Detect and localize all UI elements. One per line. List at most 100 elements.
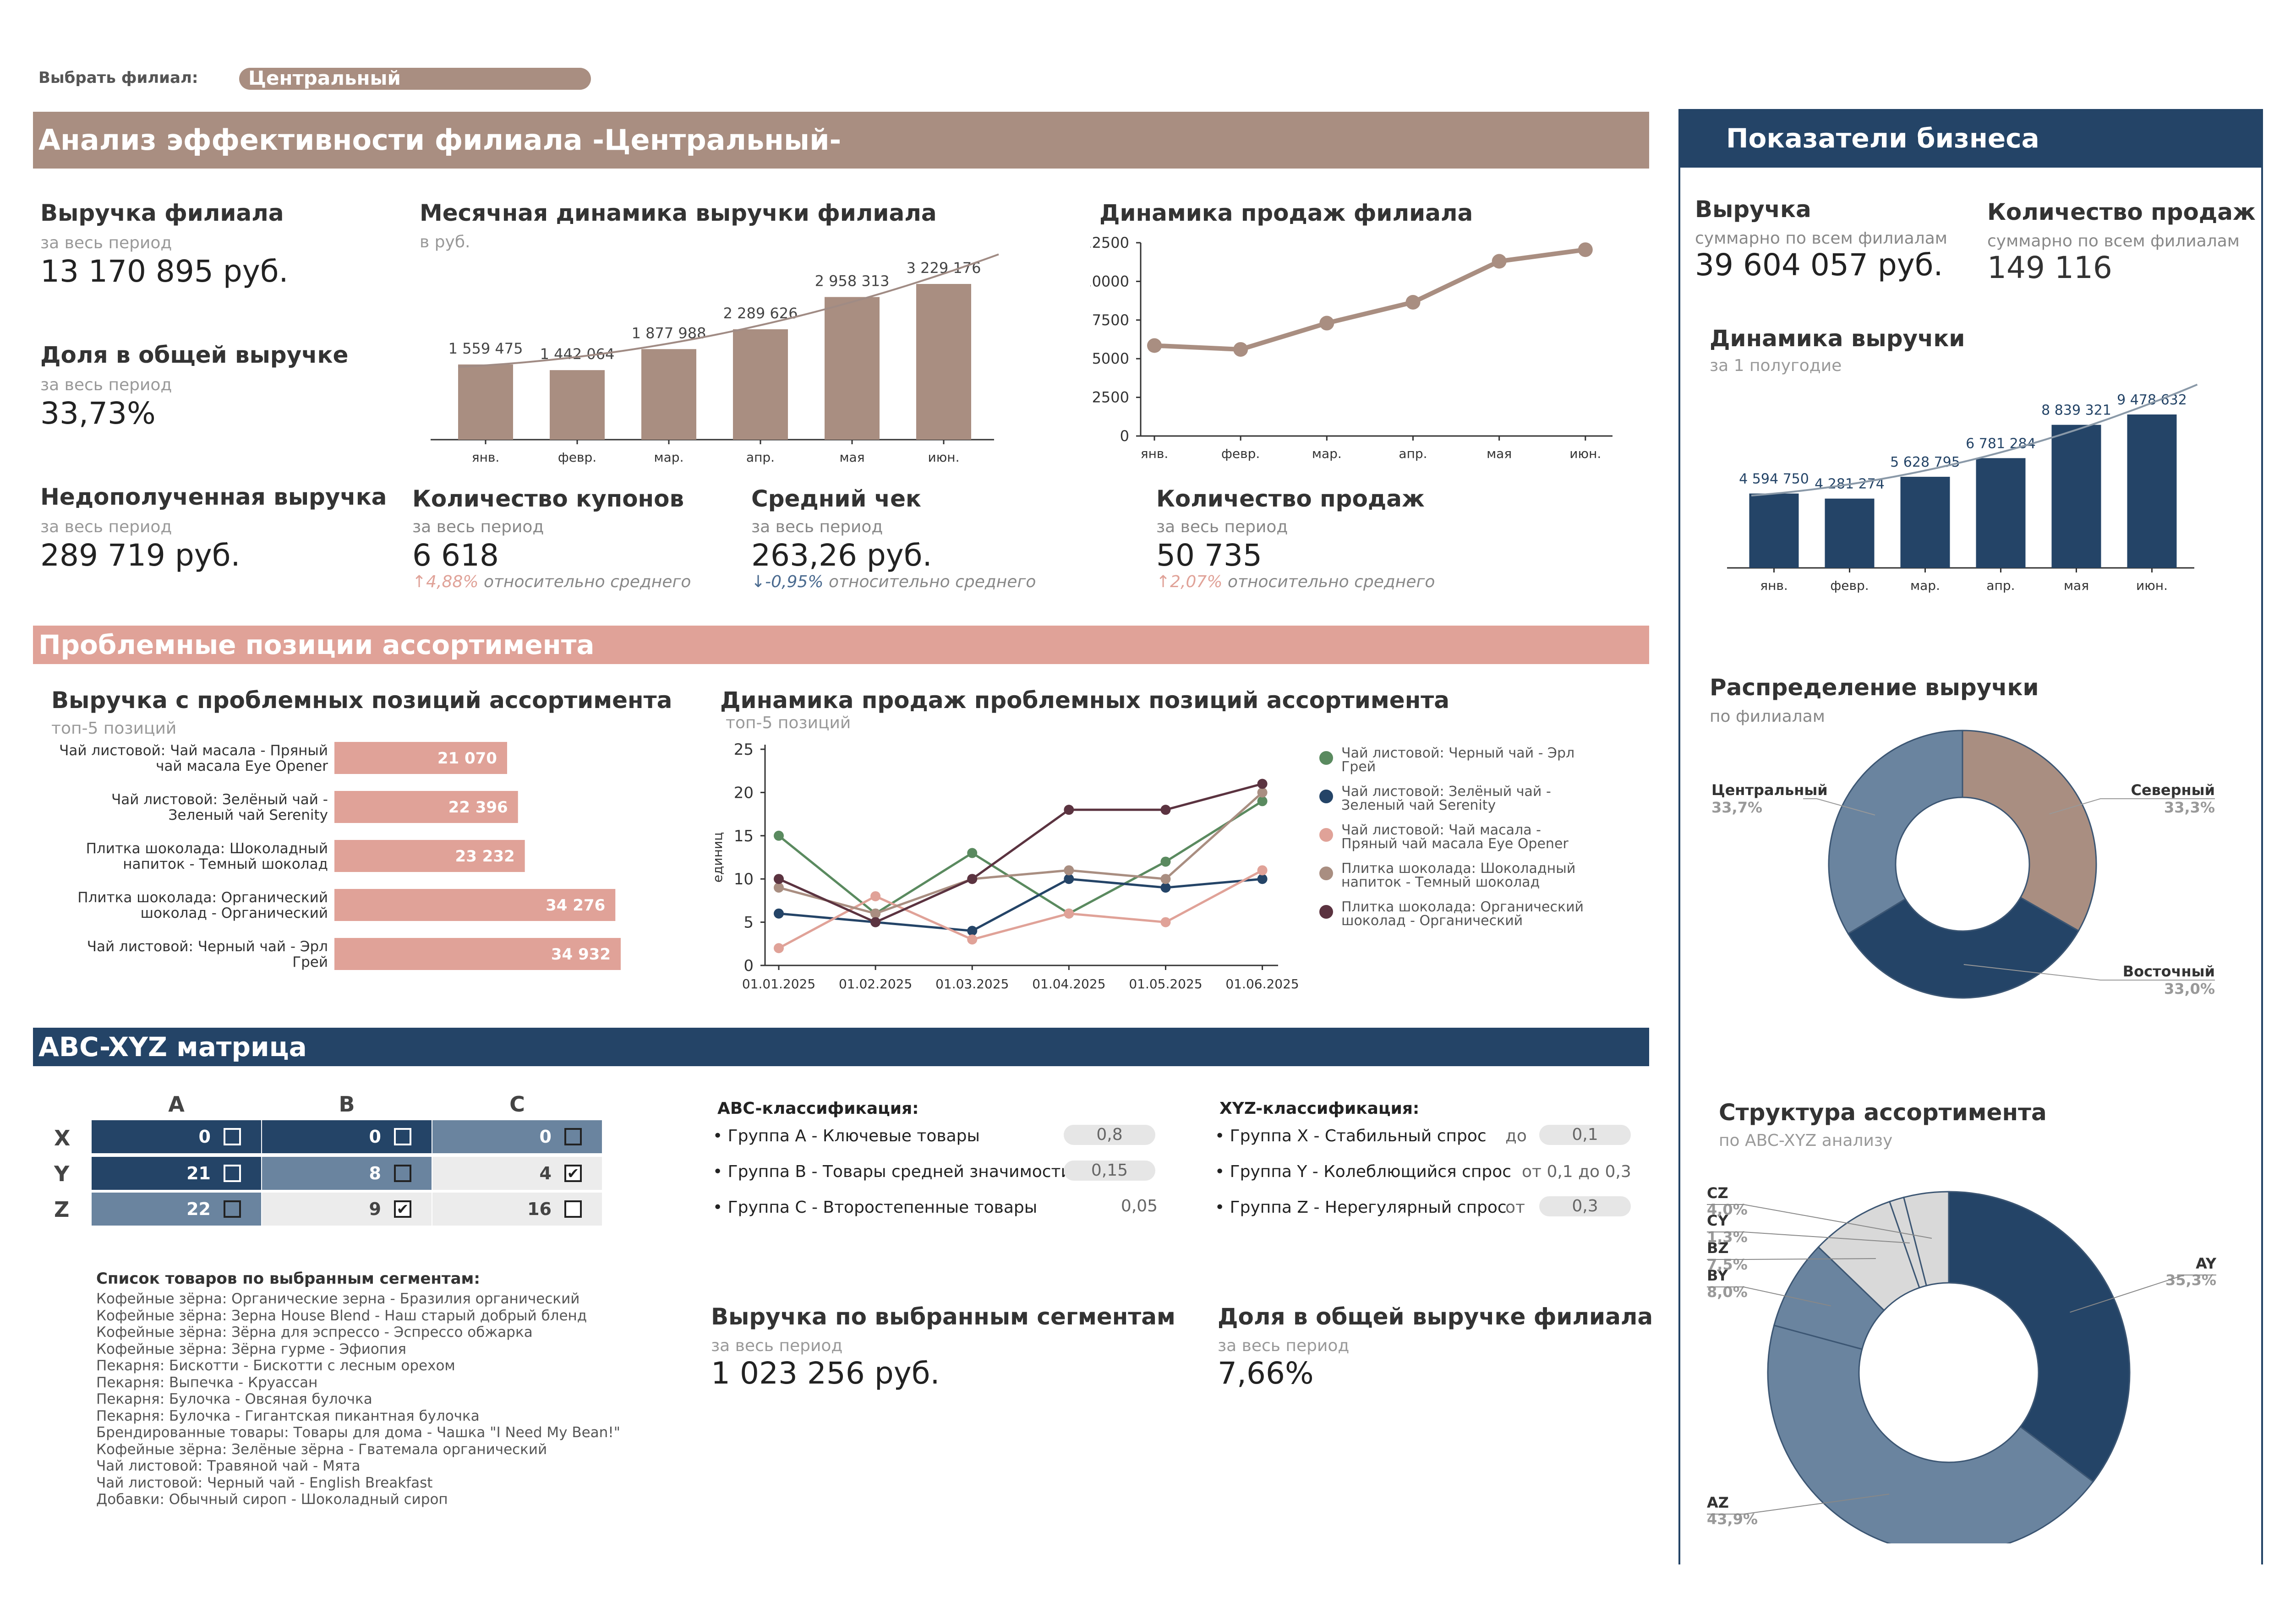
problem-dynamics-chart: 0 5 10 15 20 25 единиц 01.01.2025 01.02.2025 01.0… [710,741,1299,992]
matrix-col-a: A [168,1092,185,1117]
matrix-cell[interactable]: 21 [92,1157,261,1190]
series-line [778,877,1263,932]
series-point [1257,796,1268,807]
data-label: 9 478 632 [2117,392,2187,408]
xyz-title: XYZ-классификация: [1219,1099,1420,1118]
bar [2127,414,2177,568]
matrix-cell[interactable]: 0 [432,1120,602,1153]
series-point [870,917,881,927]
series-point [870,908,881,919]
class-item: • Группа Z - Нерегулярный спрос [1215,1198,1507,1217]
matrix-cell[interactable]: 0 [92,1120,261,1153]
x-tick-label: мар. [1910,578,1940,593]
x-tick-label: февр. [1221,446,1260,461]
slice-label: BY [1707,1267,1728,1284]
matrix-cell[interactable]: 22 [92,1193,261,1226]
slice-label: CZ [1707,1184,1728,1202]
data-label: 5 628 795 [1890,454,1960,470]
series-point [1160,856,1171,867]
slice-value: 8,0% [1707,1283,1748,1301]
class-threshold[interactable]: 0,15 [1064,1161,1155,1181]
legend-label: Чай листовой: Черный чай - Эрл [1341,745,1575,761]
class-threshold[interactable]: 0,8 [1064,1125,1155,1145]
kpi-sales-sub: за весь период [1156,518,1288,536]
matrix-checkbox[interactable] [394,1165,411,1182]
series-line [778,869,1263,949]
matrix-checkbox[interactable] [224,1200,241,1218]
class-prefix: от 0,1 до 0,3 [1522,1162,1631,1181]
x-tick-label: июн. [2136,578,2168,593]
x-tick-label: апр. [1399,446,1427,461]
problem-section-title: Проблемные позиции ассортимента [33,626,1649,664]
sales-point [1578,242,1593,257]
kpi-revenue-value: 13 170 895 руб. [40,254,289,289]
matrix-cell[interactable]: 8 [262,1157,432,1190]
kpi-sales-delta: ↑2,07% относительно среднего [1156,572,1435,591]
branch-select[interactable]: Центральный [239,68,591,90]
matrix-section-title: ABC-XYZ матрица [33,1028,1649,1066]
kpi-coupons-value: 6 618 [412,538,499,573]
class-threshold[interactable]: 0,1 [1539,1125,1631,1145]
matrix-checkbox[interactable]: ✔ [564,1165,582,1182]
data-label: 1 559 475 [448,340,523,357]
donut-slice [1948,1191,2131,1483]
series-point [1160,805,1171,815]
class-prefix: от [1505,1198,1525,1217]
data-label: 8 839 321 [2041,403,2111,419]
slice-value: 33,7% [1711,799,1762,816]
series-point [1160,917,1171,927]
series-point [967,848,978,858]
y-axis-label: единиц [710,832,725,883]
slice-value: 33,3% [2164,799,2215,816]
leader-line [2070,1275,2216,1313]
y-tick-label: 7500 [1092,311,1129,329]
slice-label: AY [2196,1255,2217,1272]
product-item: Пекарня: Булочка - Гигантская пикантная … [96,1407,480,1424]
kpi-share-sub: за весь период [40,376,172,394]
class-threshold[interactable]: 0,3 [1539,1196,1631,1216]
series-point [1160,874,1171,884]
sidebar-struct-title: Структура ассортимента [1719,1099,2047,1126]
series-point [774,883,784,893]
legend-label: шоколад - Органический [1341,913,1523,929]
x-tick-label: мая [1487,446,1512,461]
product-item: Добавки: Обычный сироп - Шоколадный сиро… [96,1491,448,1508]
matrix-checkbox[interactable] [224,1128,241,1145]
sales-point [1405,294,1421,310]
sidebar-sales-value: 149 116 [1987,250,2112,285]
matrix-checkbox[interactable] [224,1165,241,1182]
matrix-cell[interactable]: 0 [262,1120,432,1153]
segment-revenue-value: 1 023 256 руб. [711,1356,940,1391]
category-label: Чай листовой: Черный чай - Эрл [87,938,328,955]
segment-share-title: Доля в общей выручке филиала [1218,1303,1653,1330]
kpi-sales-value: 50 735 [1156,538,1262,573]
bar [334,742,507,774]
series-point [774,908,784,919]
series-point [774,830,784,841]
legend-marker [1319,828,1333,842]
slice-value: 35,3% [2165,1271,2216,1289]
product-item: Кофейные зёрна: Органические зерна - Бра… [96,1291,580,1307]
category-label: Плитка шоколада: Шоколадный [86,840,328,857]
matrix-checkbox[interactable] [564,1128,582,1145]
x-tick-label: мар. [654,450,684,465]
category-label: Плитка шоколада: Органический [77,889,328,906]
monthly-chart-title: Месячная динамика выручки филиала [420,200,937,226]
segment-revenue-title: Выручка по выбранным сегментам [711,1303,1175,1330]
y-tick-label: 5 [743,914,754,932]
y-tick-label: 5000 [1092,350,1129,367]
trend-line [1751,383,2198,496]
matrix-checkbox[interactable]: ✔ [394,1200,411,1218]
matrix-checkbox[interactable] [564,1200,582,1218]
y-tick-label: 10000 [1090,272,1129,290]
class-item: • Группа X - Стабильный спрос [1215,1127,1487,1145]
class-prefix: до [1505,1127,1527,1145]
class-threshold[interactable]: 0,05 [1121,1197,1158,1215]
problem-revenue-sub: топ-5 позиций [51,719,177,738]
kpi-share-value: 33,73% [40,396,156,431]
series-line [778,800,1263,915]
matrix-checkbox[interactable] [394,1128,411,1145]
series-point [1064,908,1074,919]
x-tick-label: янв. [1141,446,1169,461]
x-tick-label: апр. [1986,578,2015,593]
